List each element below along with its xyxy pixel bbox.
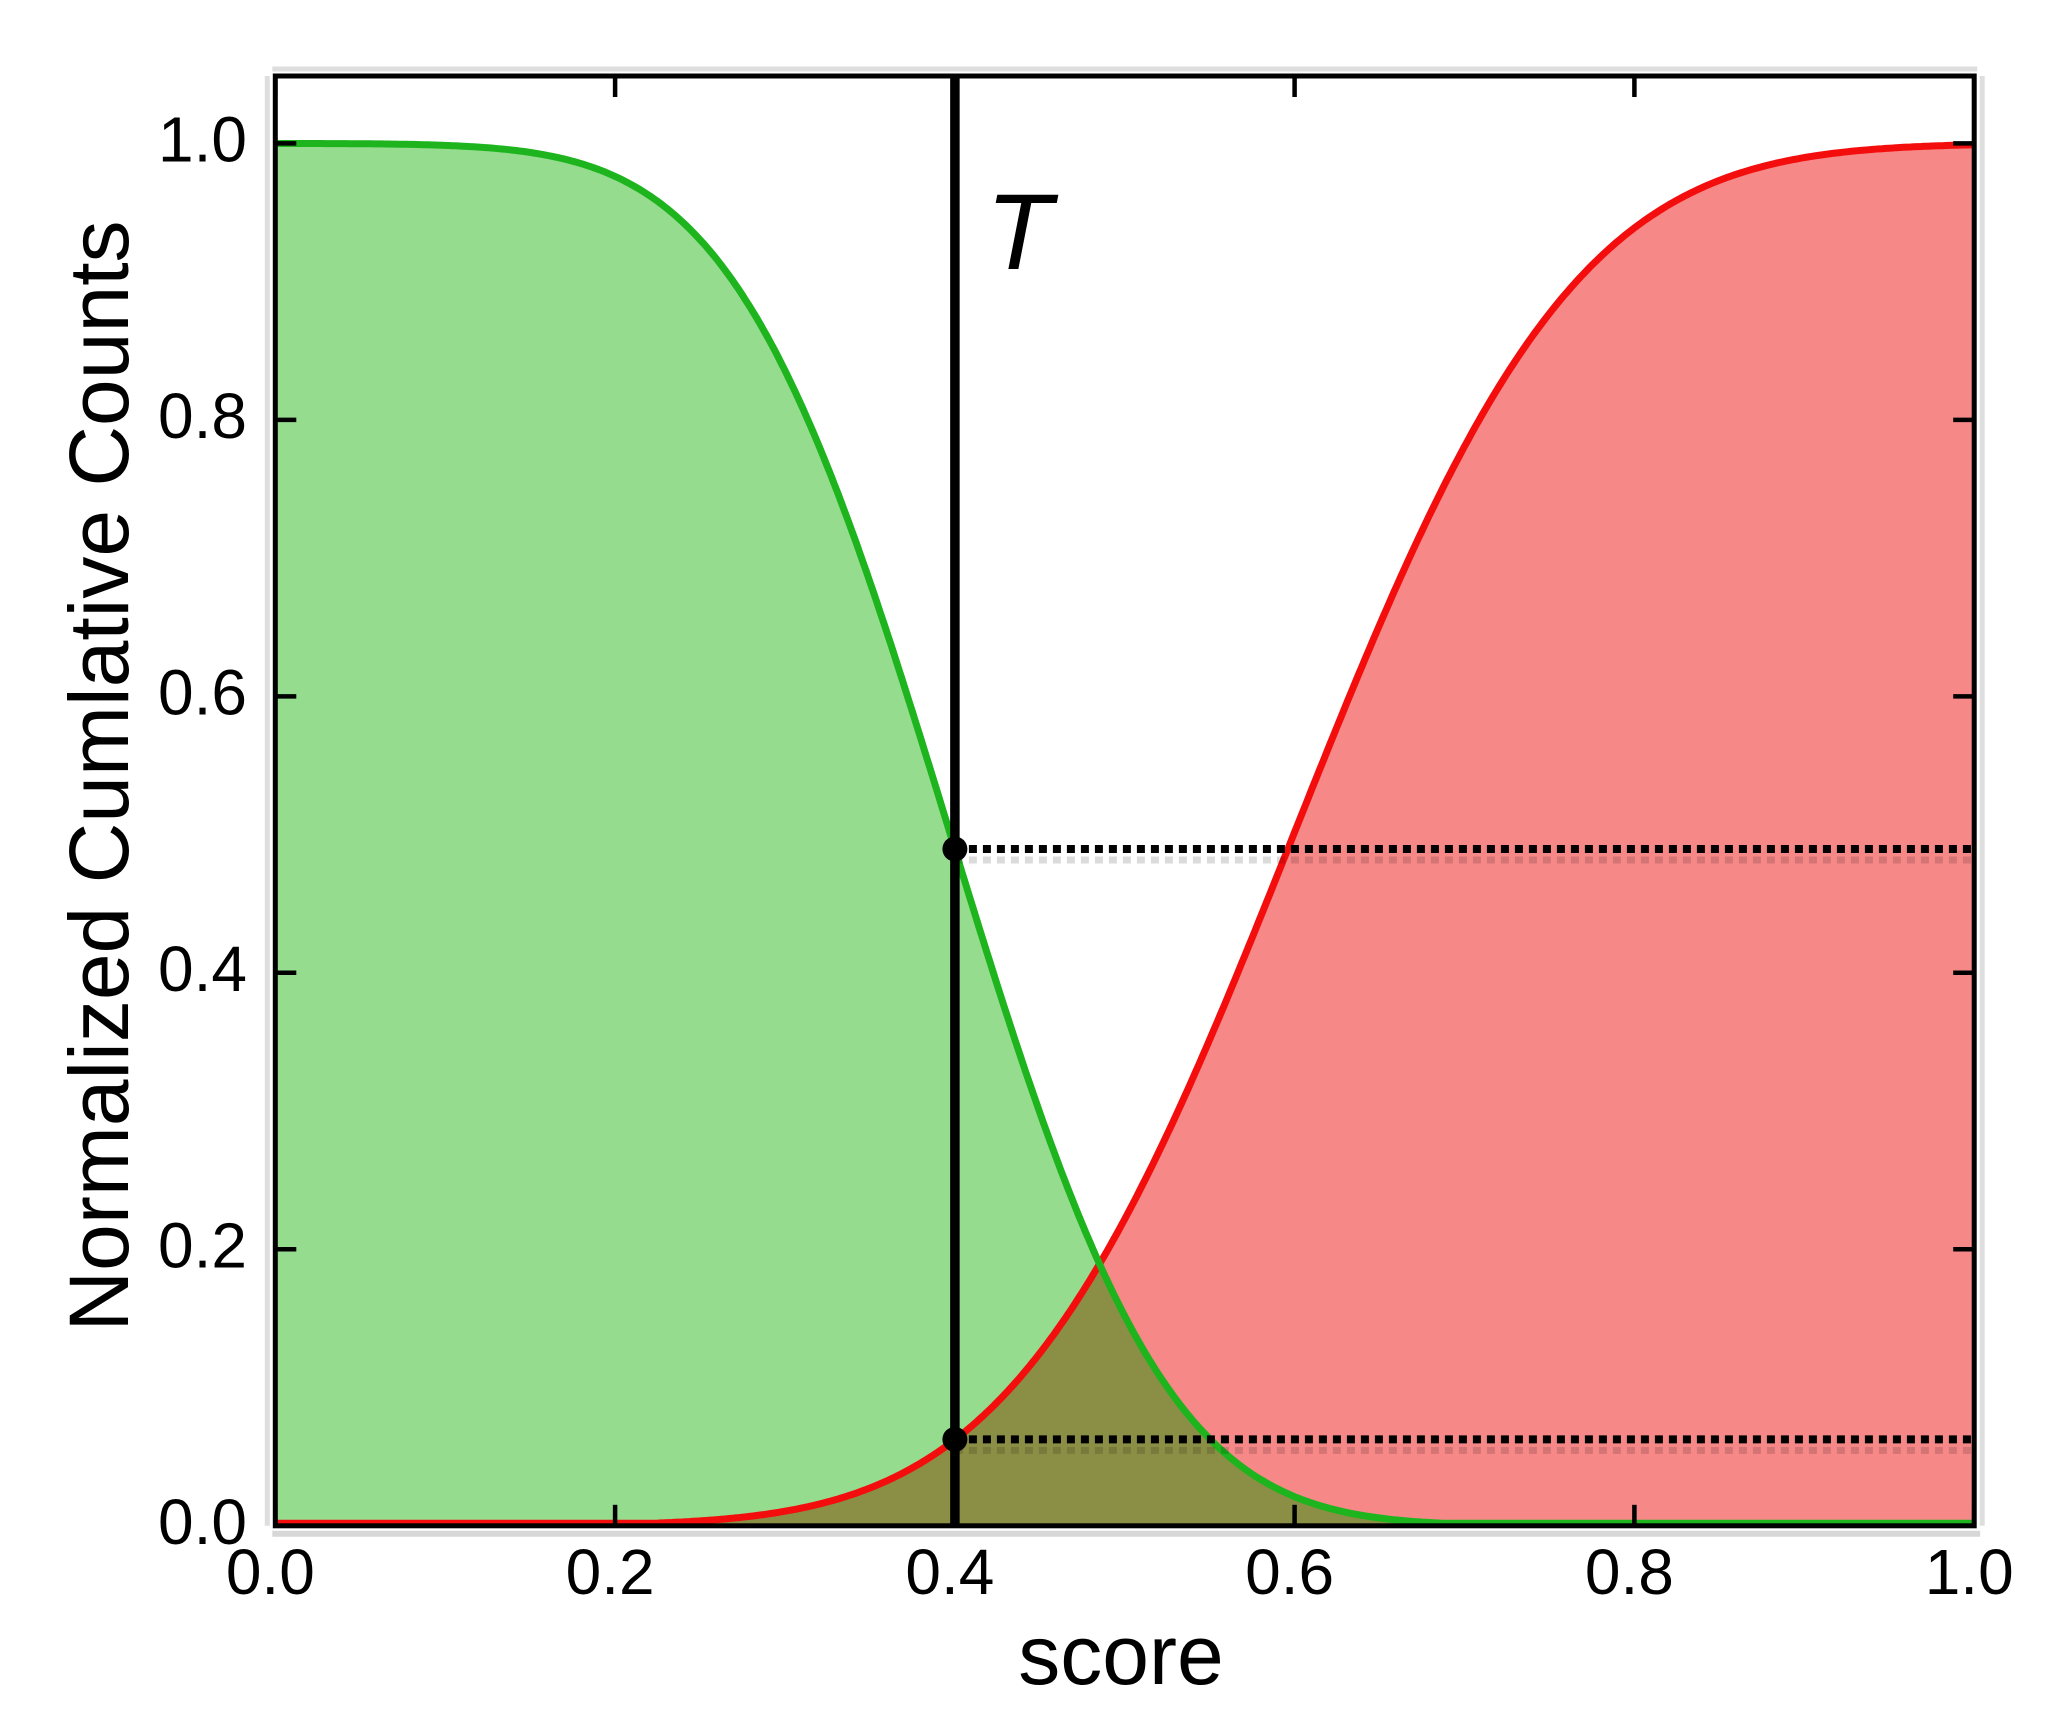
svg-text:0.6: 0.6	[1245, 1536, 1334, 1608]
svg-text:T: T	[986, 171, 1059, 292]
svg-text:0.2: 0.2	[158, 1209, 247, 1281]
svg-text:score: score	[1018, 1608, 1223, 1702]
svg-text:0.4: 0.4	[158, 933, 247, 1005]
svg-text:0.0: 0.0	[226, 1536, 315, 1608]
svg-text:1.0: 1.0	[1925, 1536, 2014, 1608]
svg-text:0.0: 0.0	[158, 1486, 247, 1558]
svg-text:0.2: 0.2	[566, 1536, 655, 1608]
svg-text:0.8: 0.8	[158, 380, 247, 452]
svg-text:0.8: 0.8	[1585, 1536, 1674, 1608]
svg-text:Normalized Cumlative Counts: Normalized Cumlative Counts	[52, 220, 146, 1331]
svg-text:0.4: 0.4	[905, 1536, 994, 1608]
svg-text:0.6: 0.6	[158, 656, 247, 728]
svg-text:1.0: 1.0	[158, 103, 247, 175]
